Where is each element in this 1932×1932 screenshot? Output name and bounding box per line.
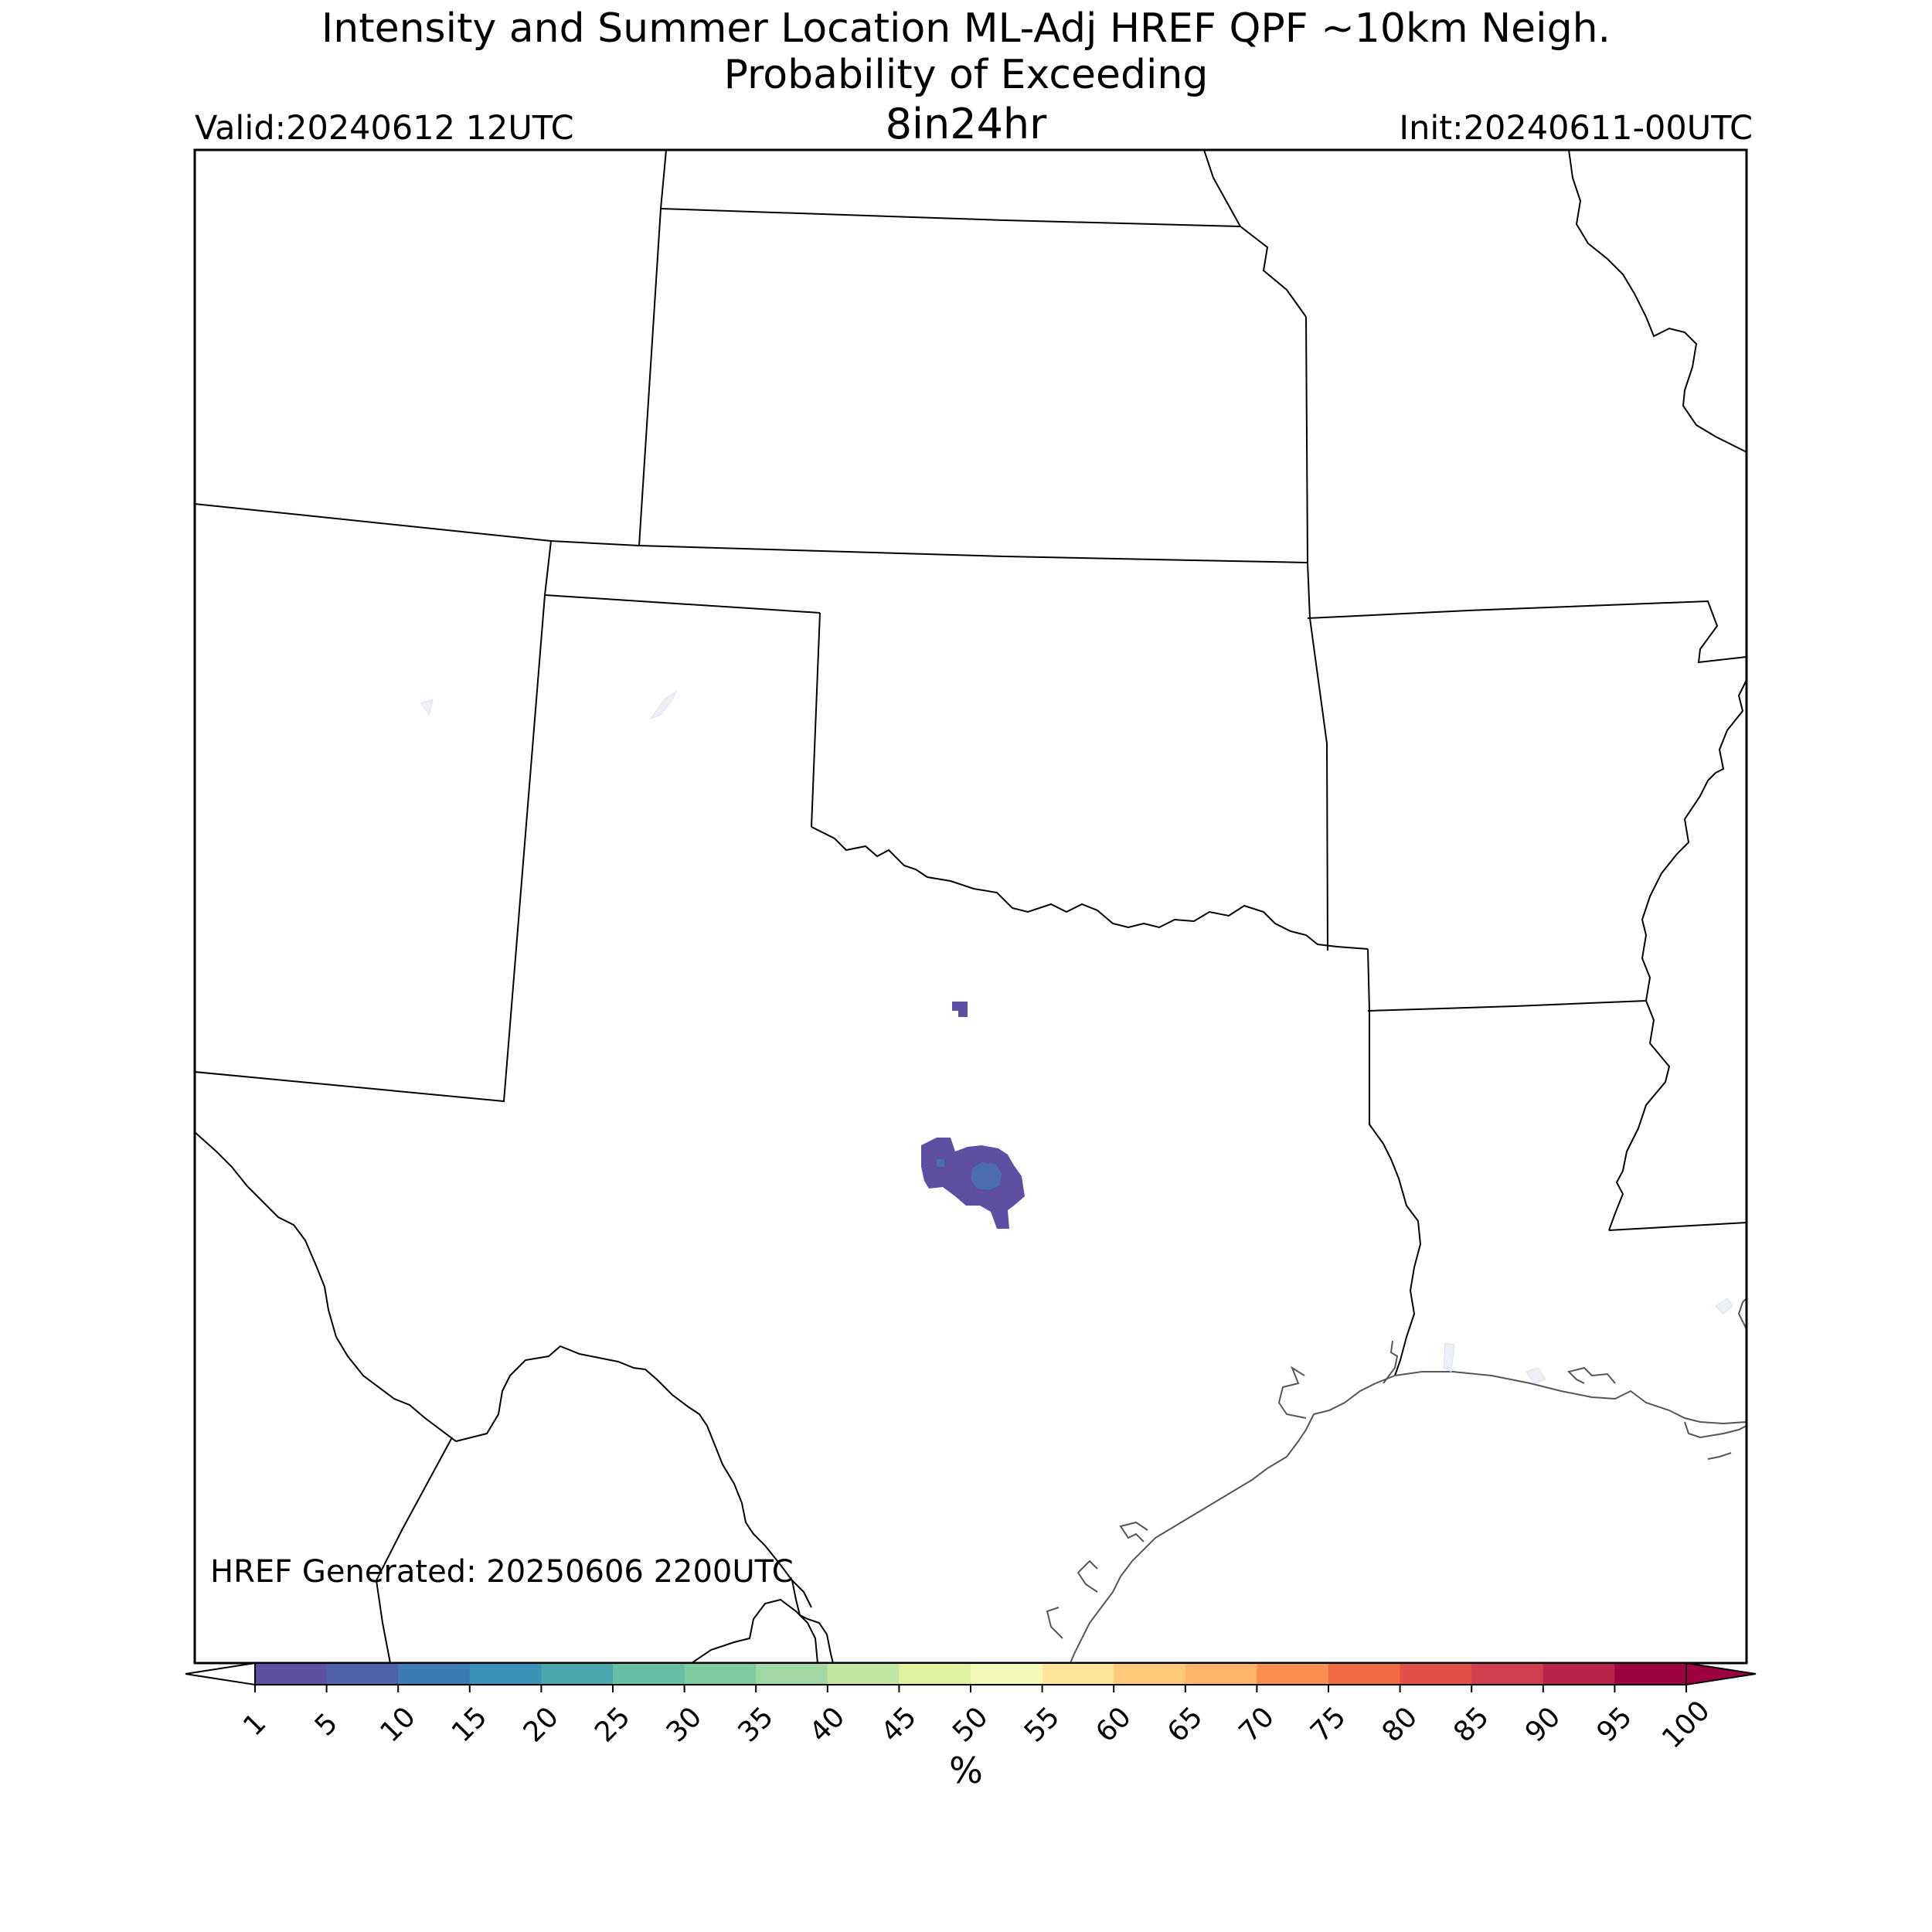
colorbar-tick-label: 15 (446, 1701, 493, 1748)
colorbar-segment (255, 1663, 328, 1685)
colorbar-tick-label: 30 (661, 1701, 708, 1748)
colorbar-segment (1257, 1663, 1329, 1685)
colorbar-tick-label: 50 (947, 1701, 994, 1748)
colorbar-tick-label: 55 (1019, 1701, 1066, 1748)
gulf-coastline (1046, 1298, 1747, 1663)
mexico-state-border-3 (791, 1580, 812, 1608)
colorbar-segment (1042, 1663, 1114, 1685)
state-boundaries (195, 150, 1747, 1663)
chart-subtitle: Probability of Exceeding (723, 52, 1209, 98)
colorbar-tick-label: 5 (309, 1707, 344, 1742)
valid-time-label: Valid:20240612 12UTC (195, 109, 574, 148)
colorbar-tick-label: 45 (876, 1701, 923, 1748)
colorbar-tick-label: 10 (374, 1701, 421, 1748)
kansas-missouri-border (1305, 316, 1308, 563)
colorbar-segment (398, 1663, 471, 1685)
colorbar-segment (899, 1663, 971, 1685)
colorbar-segment (613, 1663, 685, 1685)
colorbar-tick-label: 85 (1447, 1701, 1495, 1748)
colorbar-tick-label: 40 (804, 1701, 851, 1748)
colorbar-tick-label: 90 (1519, 1701, 1566, 1748)
map-panel (195, 150, 1747, 1663)
colorbar-tick-label: 60 (1090, 1701, 1137, 1748)
colorbar-segment (326, 1663, 399, 1685)
texas-new-mexico-border (195, 594, 546, 1103)
missouri-river-border (1203, 150, 1307, 318)
colorbar-unit-label: % (949, 1750, 983, 1791)
oklahoma-arkansas-border (1307, 562, 1328, 951)
colorbar-segment (684, 1663, 757, 1685)
bootheel-border (1715, 679, 1747, 774)
mexico-state-border-2 (691, 1598, 818, 1663)
nebraska-kansas-border (660, 208, 1241, 227)
probability-area-small (952, 1002, 968, 1017)
colorbar-segment (1614, 1663, 1687, 1685)
colorbar-tick-label: 100 (1656, 1695, 1716, 1755)
colorbar-segment (1543, 1663, 1615, 1685)
colorbar-segment (1185, 1663, 1257, 1685)
threshold-label: 8in24hr (885, 100, 1047, 148)
colorbar-tick-label: 75 (1304, 1701, 1352, 1748)
colorbar-segment (1328, 1663, 1401, 1685)
missouri-illinois-river (1568, 150, 1747, 453)
colorbar-segment (1471, 1663, 1544, 1685)
colorbar-tick-label: 95 (1591, 1701, 1638, 1748)
generated-label: HREF Generated: 20250606 2200UTC (210, 1554, 794, 1590)
probability-areas (921, 1002, 1025, 1229)
colorbar-segment (469, 1663, 542, 1685)
colorbar-tick-label: 20 (518, 1701, 565, 1748)
louisiana-mississippi-border (1608, 1222, 1747, 1231)
mexico-state-border-1 (375, 1437, 453, 1663)
colorbar-segment (971, 1663, 1043, 1685)
lakes (420, 690, 1733, 1384)
chart-title: Intensity and Summer Location ML-Adj HRE… (321, 5, 1611, 52)
colorbar-segment (541, 1663, 614, 1685)
colorbar-tick-label: 80 (1376, 1701, 1423, 1748)
colorbar: 1 5 10 15 20 25 30 35 40 45 50 55 60 65 70 75 80 85 90 95 10… (185, 1662, 1757, 1755)
new-mexico-north-border (544, 540, 552, 596)
colorbar-segment (827, 1663, 900, 1685)
colorbar-tick-label: 70 (1233, 1701, 1281, 1748)
colorbar-tick-label: 1 (237, 1707, 272, 1742)
colorbar-segment (756, 1663, 828, 1685)
missouri-arkansas-border (1307, 600, 1747, 664)
colorado-south-border (195, 503, 1308, 563)
colorbar-tick-label: 35 (732, 1701, 779, 1748)
oklahoma-panhandle-east (811, 612, 821, 828)
red-river-border (811, 826, 1369, 950)
colorbar-tick-label: 65 (1162, 1701, 1209, 1748)
arkansas-louisiana-border (1367, 1000, 1647, 1012)
rio-grande-border (195, 1131, 834, 1663)
mississippi-river-border (1608, 772, 1716, 1231)
probability-area-main (921, 1138, 1025, 1229)
colorbar-extend-high (1685, 1662, 1757, 1686)
colorbar-tick-label: 25 (589, 1701, 636, 1748)
colorbar-extend-low (185, 1662, 256, 1686)
colorbar-segment (1400, 1663, 1472, 1685)
init-time-label: Init:20240611-00UTC (1399, 109, 1753, 148)
colorbar-segment (1114, 1663, 1186, 1685)
oklahoma-panhandle-north (544, 594, 821, 614)
texas-louisiana-border (1367, 948, 1422, 1376)
